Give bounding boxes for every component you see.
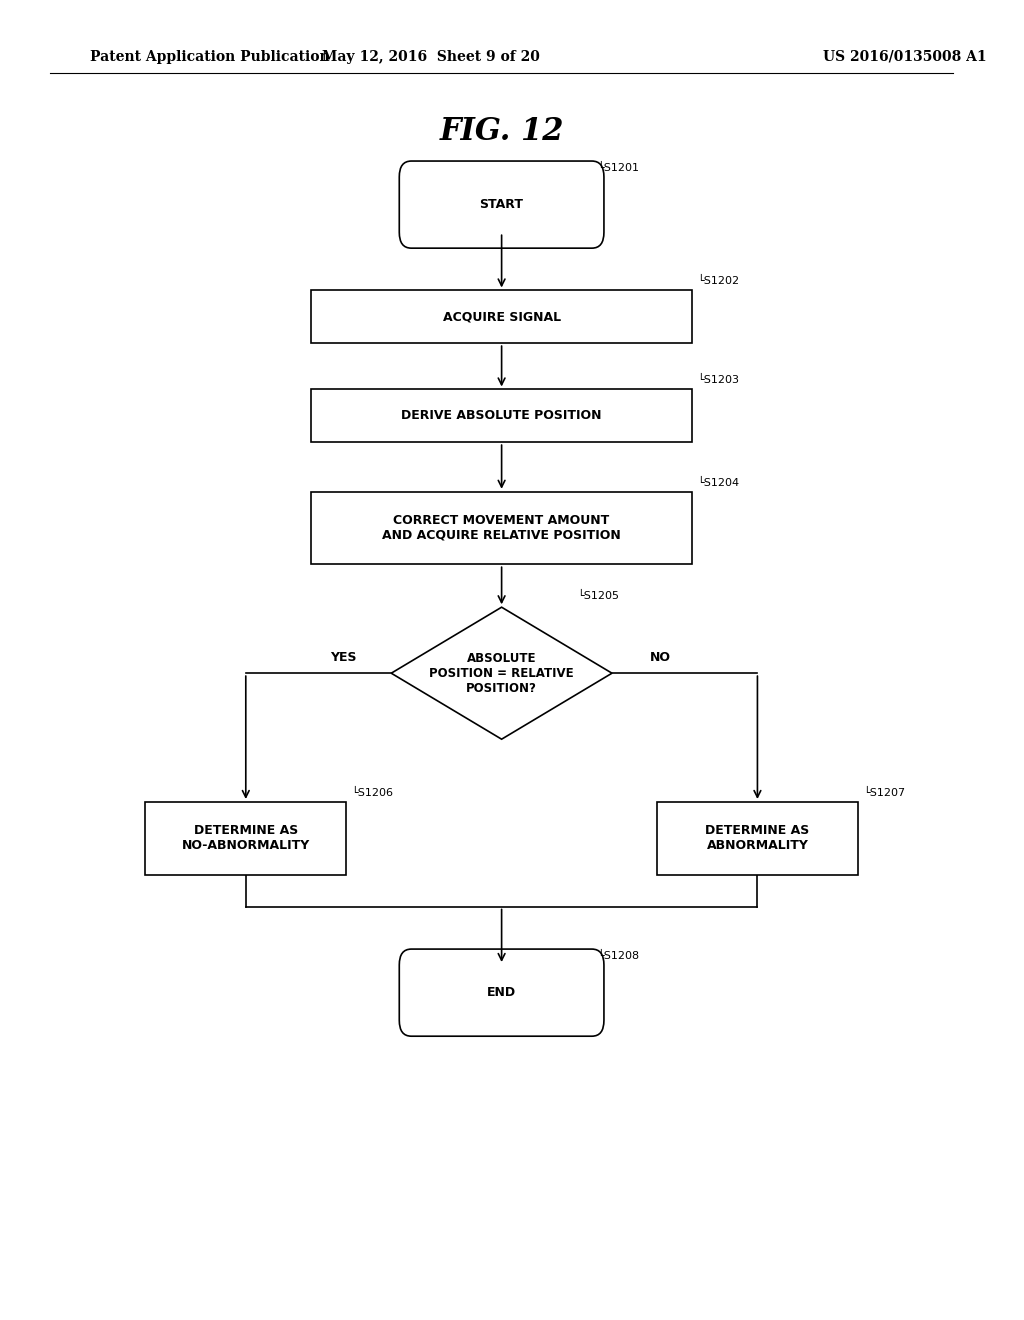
Text: DETERMINE AS
ABNORMALITY: DETERMINE AS ABNORMALITY — [706, 824, 810, 853]
Text: FIG. 12: FIG. 12 — [439, 116, 564, 148]
Text: DERIVE ABSOLUTE POSITION: DERIVE ABSOLUTE POSITION — [401, 409, 602, 422]
FancyBboxPatch shape — [399, 949, 604, 1036]
Text: └S1208: └S1208 — [597, 950, 639, 961]
Bar — [311, 389, 692, 442]
Bar — [657, 803, 858, 875]
FancyBboxPatch shape — [399, 161, 604, 248]
Text: CORRECT MOVEMENT AMOUNT
AND ACQUIRE RELATIVE POSITION: CORRECT MOVEMENT AMOUNT AND ACQUIRE RELA… — [382, 513, 621, 543]
Bar — [311, 491, 692, 565]
Bar — [145, 803, 346, 875]
Text: START: START — [479, 198, 523, 211]
Text: US 2016/0135008 A1: US 2016/0135008 A1 — [822, 50, 986, 63]
Bar — [311, 290, 692, 343]
Text: └S1202: └S1202 — [697, 276, 739, 286]
Text: └S1203: └S1203 — [697, 375, 739, 385]
Text: YES: YES — [330, 651, 356, 664]
Text: └S1204: └S1204 — [697, 478, 739, 488]
Text: └S1206: └S1206 — [351, 788, 393, 797]
Text: DETERMINE AS
NO-ABNORMALITY: DETERMINE AS NO-ABNORMALITY — [181, 824, 310, 853]
Text: END: END — [487, 986, 516, 999]
Text: └S1201: └S1201 — [597, 162, 639, 173]
Text: NO: NO — [650, 651, 671, 664]
Text: └S1205: └S1205 — [577, 590, 618, 601]
Text: └S1207: └S1207 — [863, 788, 905, 797]
Text: May 12, 2016  Sheet 9 of 20: May 12, 2016 Sheet 9 of 20 — [323, 50, 541, 63]
Text: ABSOLUTE
POSITION = RELATIVE
POSITION?: ABSOLUTE POSITION = RELATIVE POSITION? — [429, 652, 573, 694]
Polygon shape — [391, 607, 612, 739]
Text: ACQUIRE SIGNAL: ACQUIRE SIGNAL — [442, 310, 561, 323]
Text: Patent Application Publication: Patent Application Publication — [90, 50, 330, 63]
